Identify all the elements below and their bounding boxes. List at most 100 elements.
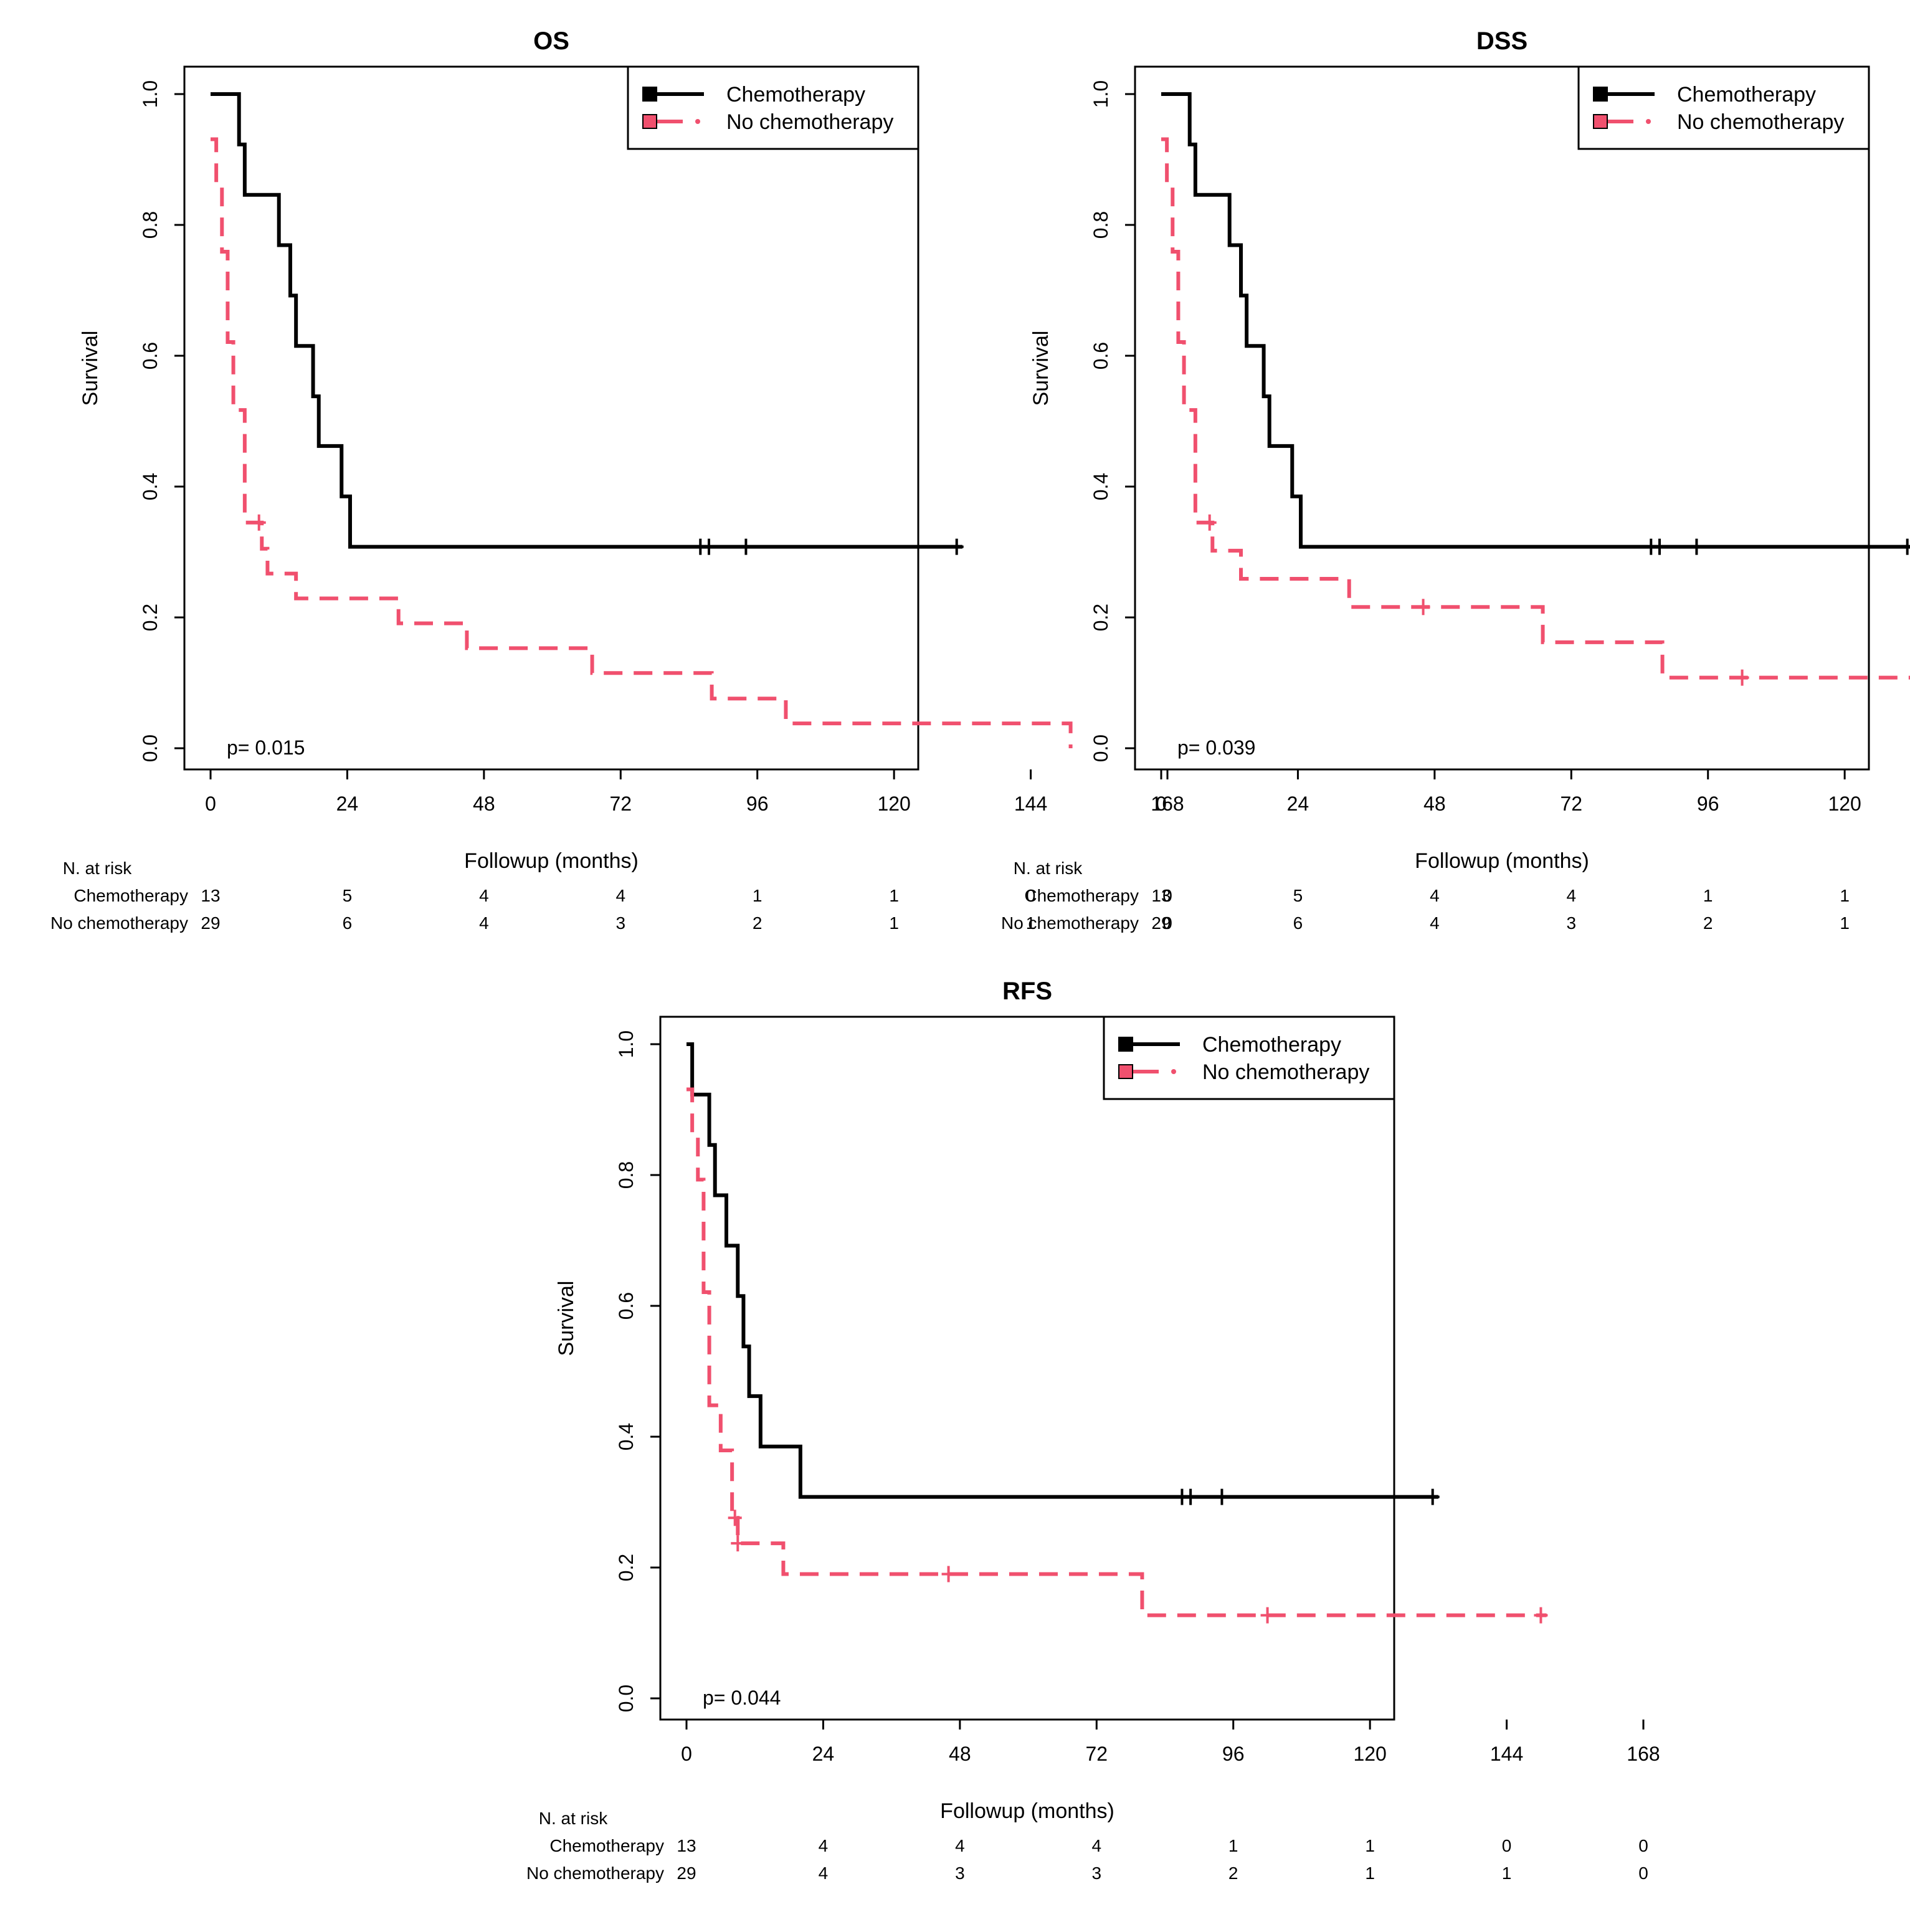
legend-swatch-no-chemotherapy xyxy=(642,114,657,129)
censor-mark xyxy=(731,1535,745,1552)
legend: Chemotherapy No chemotherapy xyxy=(1577,65,1870,150)
legend-dot-no-chemotherapy xyxy=(1171,1069,1176,1074)
risk-count: 29 xyxy=(201,913,220,933)
y-tick-label: 0.0 xyxy=(615,1685,637,1712)
censor-mark xyxy=(728,1510,742,1526)
y-axis-title: Survival xyxy=(1029,331,1053,406)
risk-count: 4 xyxy=(1430,886,1440,905)
risk-count: 1 xyxy=(753,886,763,905)
x-axis-title: Followup (months) xyxy=(1415,849,1589,873)
y-tick-label: 0.4 xyxy=(1090,473,1112,500)
y-tick-label: 1.0 xyxy=(139,80,161,108)
risk-count: 4 xyxy=(819,1863,829,1883)
y-tick-label: 0.2 xyxy=(1090,604,1112,631)
y-tick-label: 1.0 xyxy=(615,1030,637,1058)
y-axis-title: Survival xyxy=(78,331,102,406)
legend-swatch-no-chemotherapy xyxy=(1593,114,1608,129)
risk-count: 4 xyxy=(615,886,625,905)
legend-swatch-chemotherapy xyxy=(1118,1037,1133,1052)
risk-count: 3 xyxy=(1091,1863,1101,1883)
x-tick-label: 144 xyxy=(1014,792,1047,815)
risk-count: 1 xyxy=(1840,913,1850,933)
risk-count: 4 xyxy=(1430,913,1440,933)
x-tick-label: 24 xyxy=(1287,792,1309,815)
risk-count: 1 xyxy=(1840,886,1850,905)
risk-count: 1 xyxy=(1365,1836,1375,1855)
risk-count: 1 xyxy=(1703,886,1713,905)
x-tick-label: 0 xyxy=(681,1743,692,1765)
y-tick-label: 0.2 xyxy=(615,1554,637,1581)
censor-mark xyxy=(1425,1488,1440,1505)
risk-row-label: Chemotherapy xyxy=(549,1836,664,1855)
x-axis-title: Followup (months) xyxy=(464,849,639,873)
y-tick-label: 0.0 xyxy=(1090,735,1112,762)
legend: Chemotherapy No chemotherapy xyxy=(1103,1016,1395,1100)
x-tick-label: 144 xyxy=(1490,1743,1523,1765)
risk-count: 13 xyxy=(201,886,220,905)
x-tick-label: 0 xyxy=(1156,792,1167,815)
censor-mark xyxy=(1689,538,1704,555)
survival-curve-no-chemotherapy xyxy=(687,1087,1547,1617)
y-tick-label: 0.6 xyxy=(615,1292,637,1320)
y-tick-label: 0.6 xyxy=(1090,342,1112,369)
x-tick-label: 48 xyxy=(949,1743,971,1765)
risk-count: 4 xyxy=(819,1836,829,1855)
legend-dot-no-chemotherapy xyxy=(695,119,700,124)
y-tick-label: 0.6 xyxy=(139,342,161,369)
x-tick-label: 120 xyxy=(877,792,910,815)
survival-curve-chemotherapy xyxy=(1161,92,1910,549)
risk-count: 6 xyxy=(343,913,353,933)
km-panel-dss: DSS0244872961201441680.00.20.40.60.81.0S… xyxy=(1001,27,1910,933)
risk-count: 3 xyxy=(955,1863,965,1883)
risk-count: 29 xyxy=(1151,913,1171,933)
x-tick-label: 24 xyxy=(812,1743,835,1765)
legend-label-chemotherapy: Chemotherapy xyxy=(1202,1033,1341,1057)
x-tick-label: 168 xyxy=(1627,1743,1660,1765)
risk-count: 2 xyxy=(1703,913,1713,933)
risk-table-header: N. at risk xyxy=(63,859,132,878)
risk-count: 13 xyxy=(1151,886,1171,905)
x-tick-label: 24 xyxy=(336,792,359,815)
censor-mark xyxy=(702,538,716,555)
censor-mark xyxy=(1900,538,1910,555)
censor-mark xyxy=(1260,1607,1275,1624)
plot-frame xyxy=(1134,65,1870,771)
legend-box xyxy=(1577,65,1870,150)
censor-mark xyxy=(1416,599,1430,616)
plot-frame xyxy=(659,1016,1395,1721)
risk-count: 1 xyxy=(1365,1863,1375,1883)
risk-count: 4 xyxy=(1091,1836,1101,1855)
risk-count: 0 xyxy=(1638,1836,1648,1855)
survival-curve-chemotherapy xyxy=(687,1042,1438,1499)
legend-box xyxy=(1103,1016,1395,1100)
risk-count: 5 xyxy=(343,886,353,905)
legend-swatch-chemotherapy xyxy=(1593,87,1608,102)
censor-mark xyxy=(941,1566,956,1582)
x-tick-label: 96 xyxy=(1697,792,1719,815)
censor-mark xyxy=(739,538,753,555)
x-tick-label: 96 xyxy=(746,792,769,815)
x-tick-label: 72 xyxy=(1085,1743,1108,1765)
risk-count: 4 xyxy=(955,1836,965,1855)
y-axis-title: Survival xyxy=(554,1281,578,1356)
plot-frame xyxy=(183,65,919,771)
risk-count: 5 xyxy=(1293,886,1303,905)
y-tick-label: 1.0 xyxy=(1090,80,1112,108)
y-tick-label: 0.8 xyxy=(1090,211,1112,239)
risk-count: 4 xyxy=(1566,886,1576,905)
y-tick-label: 0.0 xyxy=(139,735,161,762)
censor-mark xyxy=(1184,1488,1198,1505)
risk-table-header: N. at risk xyxy=(539,1809,608,1828)
x-axis-title: Followup (months) xyxy=(940,1799,1114,1823)
legend-label-chemotherapy: Chemotherapy xyxy=(1677,83,1816,107)
x-tick-label: 120 xyxy=(1353,1743,1386,1765)
legend-label-chemotherapy: Chemotherapy xyxy=(726,83,865,107)
survival-curve-no-chemotherapy xyxy=(211,137,1073,748)
x-tick-label: 48 xyxy=(1423,792,1446,815)
x-tick-label: 96 xyxy=(1222,1743,1245,1765)
